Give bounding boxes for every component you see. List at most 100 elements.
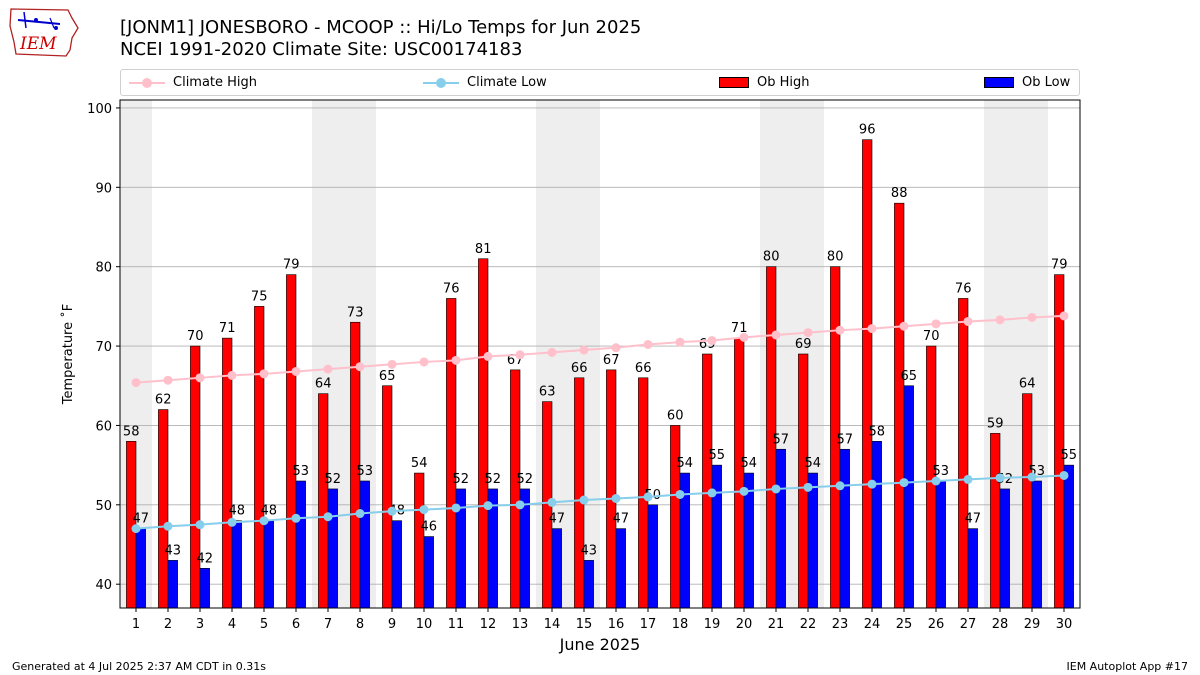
ob-high-bar [1054, 274, 1065, 609]
climate-low-point [547, 497, 557, 507]
climate-low-line-icon [423, 77, 459, 88]
ob-low-label: 53 [293, 464, 310, 479]
ob-high-label: 71 [731, 321, 748, 336]
ob-low-bar [935, 480, 946, 609]
ob-low-label: 47 [133, 512, 150, 527]
ob-low-bar [839, 448, 850, 609]
climate-high-point [963, 316, 973, 326]
ob-high-bar [734, 337, 745, 609]
ob-high-label: 75 [251, 289, 268, 304]
climate-high-point [227, 370, 237, 380]
climate-low-point [195, 520, 205, 530]
ob-low-label: 52 [485, 472, 502, 487]
ob-low-label: 53 [357, 464, 374, 479]
ob-high-bar [190, 345, 201, 609]
climate-high-point [611, 343, 621, 353]
ob-high-label: 96 [859, 123, 876, 138]
climate-low-point [483, 501, 493, 511]
climate-high-point [387, 359, 397, 369]
x-tick-label: 12 [480, 617, 497, 632]
climate-high-point [707, 336, 717, 346]
ob-high-bar [670, 425, 681, 609]
x-tick-label: 8 [356, 617, 364, 632]
ob-high-label: 54 [411, 456, 428, 471]
ob-high-bar [702, 353, 713, 609]
x-tick-label: 27 [960, 617, 977, 632]
climate-high-point [547, 347, 557, 357]
x-tick-label: 2 [164, 617, 172, 632]
ob-low-bar [903, 385, 914, 609]
climate-low-point [867, 479, 877, 489]
climate-high-point [419, 357, 429, 367]
climate-low-point [259, 516, 269, 526]
climate-low-point [899, 478, 909, 488]
ob-low-label: 54 [805, 456, 822, 471]
ob-high-label: 79 [283, 258, 300, 273]
ob-high-label: 71 [219, 321, 236, 336]
y-tick-label: 70 [95, 340, 112, 355]
ob-high-label: 62 [155, 393, 172, 408]
climate-low-point [451, 503, 461, 513]
climate-low-point [995, 473, 1005, 483]
climate-low-point [419, 505, 429, 515]
ob-high-label: 66 [635, 361, 652, 376]
x-tick-label: 6 [292, 617, 300, 632]
climate-high-line [135, 314, 1065, 384]
climate-low-point [643, 492, 653, 502]
ob-low-bar [775, 448, 786, 609]
ob-low-bar [1063, 464, 1074, 609]
climate-low-point [579, 495, 589, 505]
iem-logo: IEM [8, 6, 80, 58]
x-tick-label: 29 [1024, 617, 1041, 632]
ob-high-label: 67 [603, 353, 620, 368]
ob-low-label: 47 [965, 512, 982, 527]
ob-low-bar [263, 520, 274, 609]
ob-high-label: 76 [955, 281, 972, 296]
x-tick-label: 18 [672, 617, 689, 632]
y-tick-label: 80 [95, 261, 112, 276]
ob-high-swatch-icon [719, 77, 749, 88]
x-tick-label: 1 [132, 617, 140, 632]
footer-generated: Generated at 4 Jul 2025 2:37 AM CDT in 0… [12, 660, 266, 673]
chart-subtitle: NCEI 1991-2020 Climate Site: USC00174183 [120, 39, 523, 60]
ob-high-label: 81 [475, 242, 492, 257]
climate-low-point [227, 517, 237, 527]
ob-high-label: 64 [1019, 377, 1036, 392]
x-tick-label: 7 [324, 617, 332, 632]
ob-low-label: 58 [869, 424, 886, 439]
ob-low-bar [999, 488, 1010, 609]
ob-high-label: 66 [571, 361, 588, 376]
climate-high-point [579, 345, 589, 355]
climate-low-point [291, 513, 301, 523]
ob-low-bar [711, 464, 722, 609]
y-tick-label: 40 [95, 578, 112, 593]
iem-logo-text: IEM [20, 34, 57, 54]
climate-high-point [1059, 311, 1069, 321]
climate-low-point [515, 500, 525, 510]
climate-high-point [323, 364, 333, 374]
climate-low-point [355, 509, 365, 519]
ob-low-bar [295, 480, 306, 609]
ob-high-bar [1022, 393, 1033, 609]
x-tick-label: 5 [260, 617, 268, 632]
ob-high-bar [254, 306, 265, 609]
climate-low-point [323, 512, 333, 522]
ob-low-label: 46 [421, 520, 438, 535]
plot-frame [119, 99, 1081, 609]
legend-label: Ob Low [1022, 75, 1071, 90]
climate-high-point [483, 351, 493, 361]
climate-high-point [355, 362, 365, 372]
climate-low-point [675, 489, 685, 499]
climate-high-point [195, 373, 205, 383]
climate-high-point [1027, 312, 1037, 322]
ob-high-bar [286, 274, 297, 609]
climate-low-point [163, 521, 173, 531]
climate-low-point [1059, 470, 1069, 480]
ob-high-label: 58 [123, 424, 140, 439]
climate-low-point [771, 484, 781, 494]
climate-high-point [867, 324, 877, 334]
x-tick-label: 3 [196, 617, 204, 632]
x-tick-label: 13 [512, 617, 529, 632]
climate-high-line-icon [129, 77, 165, 88]
ob-high-bar [894, 202, 905, 609]
